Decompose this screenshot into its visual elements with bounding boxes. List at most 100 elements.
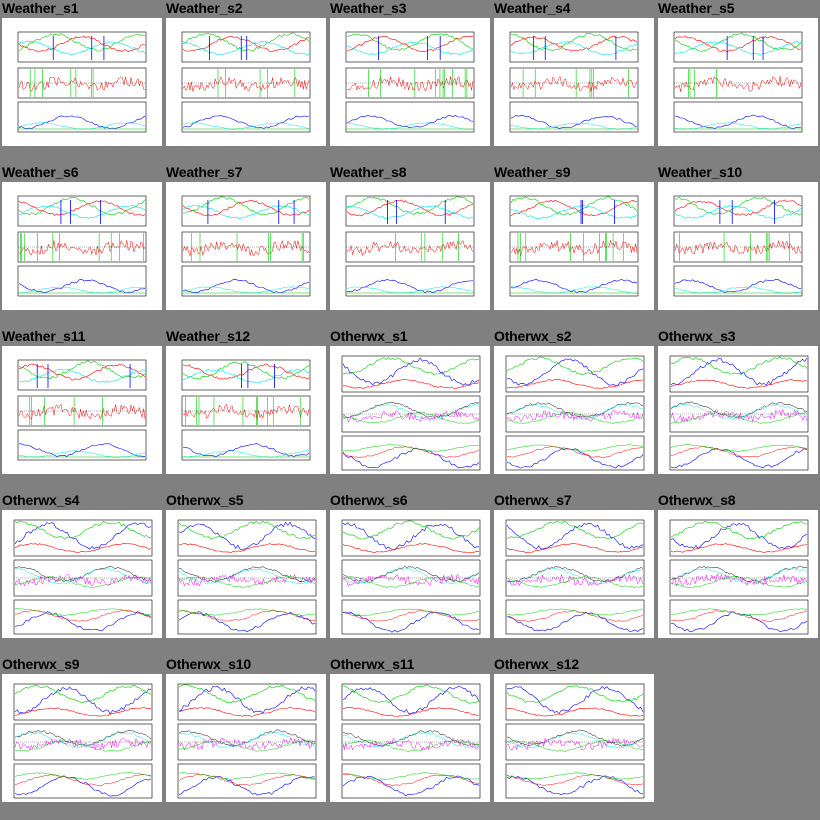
- plot-panel-frame: [345, 195, 475, 227]
- plot-thumbnail[interactable]: [658, 182, 818, 310]
- dewpoint-line: [510, 204, 638, 219]
- thumbnail-tile[interactable]: Otherwx_s10: [164, 656, 326, 818]
- plot-thumbnail[interactable]: [166, 182, 326, 310]
- pressure-curve: [342, 522, 479, 551]
- dewpoint-line: [182, 204, 310, 220]
- temperature-curve: [506, 379, 644, 389]
- plot-thumbnail[interactable]: [166, 18, 326, 146]
- humidity-curve: [506, 521, 644, 540]
- thumbnail-tile[interactable]: Otherwx_s6: [328, 492, 490, 654]
- plot-thumbnail[interactable]: [166, 510, 326, 638]
- plot-thumbnail-graphic: [13, 683, 153, 799]
- red-curve: [670, 446, 808, 458]
- thumbnail-tile[interactable]: Weather_s5: [656, 0, 818, 162]
- thumbnail-tile[interactable]: Weather_s2: [164, 0, 326, 162]
- green-curve: [14, 772, 152, 780]
- plot-thumbnail[interactable]: [494, 674, 654, 802]
- thumbnail-tile[interactable]: Otherwx_s9: [0, 656, 162, 818]
- humidity-line: [510, 196, 638, 216]
- magenta-noise: [14, 573, 152, 587]
- plot-panel-frame: [673, 265, 803, 297]
- thumbnail-tile[interactable]: Otherwx_s12: [492, 656, 654, 818]
- plot-thumbnail[interactable]: [2, 674, 162, 802]
- thumbnail-tile[interactable]: Otherwx_s2: [492, 328, 654, 490]
- blue-curve: [670, 448, 808, 469]
- thumbnail-tile[interactable]: Weather_s11: [0, 328, 162, 490]
- green-curve: [342, 740, 480, 753]
- thumbnail-tile[interactable]: Otherwx_s5: [164, 492, 326, 654]
- thumbnail-tile[interactable]: Weather_s7: [164, 164, 326, 326]
- plot-thumbnail-graphic: [13, 519, 153, 635]
- pressure-curve: [14, 522, 152, 550]
- plot-thumbnail[interactable]: [330, 510, 490, 638]
- plot-panel-frame: [341, 763, 481, 799]
- humidity-curve: [178, 520, 316, 540]
- wind-speed-line: [182, 239, 310, 257]
- plot-panel-frame: [669, 599, 809, 635]
- temperature-line: [18, 363, 146, 381]
- thumbnail-tile[interactable]: Weather_s8: [328, 164, 490, 326]
- plot-panel-frame: [13, 519, 153, 557]
- pressure-curve: [670, 358, 808, 386]
- plot-panel-frame: [17, 31, 147, 63]
- plot-thumbnail[interactable]: [166, 674, 326, 802]
- dewpoint-line: [347, 205, 474, 220]
- pressure-curve: [342, 357, 480, 386]
- thumbnail-tile[interactable]: Otherwx_s8: [656, 492, 818, 654]
- green-curve: [342, 576, 480, 588]
- humidity-curve: [506, 685, 644, 703]
- plot-thumbnail[interactable]: [330, 674, 490, 802]
- thumbnail-tile[interactable]: Weather_s4: [492, 0, 654, 162]
- tile-title: Otherwx_s9: [2, 656, 80, 672]
- plot-panel-frame: [13, 599, 153, 635]
- plot-thumbnail[interactable]: [494, 182, 654, 310]
- thumbnail-tile[interactable]: Weather_s12: [164, 328, 326, 490]
- thumbnail-tile[interactable]: Weather_s1: [0, 0, 162, 162]
- thumbnail-tile[interactable]: Weather_s9: [492, 164, 654, 326]
- dewpoint-line: [674, 40, 802, 56]
- magenta-noise: [670, 573, 808, 587]
- plot-thumbnail[interactable]: [494, 18, 654, 146]
- plot-thumbnail[interactable]: [658, 510, 818, 638]
- green-curve: [14, 608, 152, 616]
- thumbnail-tile[interactable]: Weather_s6: [0, 164, 162, 326]
- plot-thumbnail[interactable]: [2, 18, 162, 146]
- green-curve: [506, 412, 644, 424]
- plot-thumbnail[interactable]: [494, 510, 654, 638]
- plot-thumbnail[interactable]: [330, 346, 490, 474]
- magenta-noise: [506, 409, 644, 422]
- blue-curve: [178, 775, 316, 796]
- plot-thumbnail[interactable]: [2, 510, 162, 638]
- plot-panel-frame: [509, 195, 639, 227]
- tile-title: Weather_s3: [330, 0, 407, 16]
- plot-thumbnail-graphic: [177, 683, 317, 799]
- green-curve: [670, 608, 808, 615]
- thumbnail-tile[interactable]: Otherwx_s3: [656, 328, 818, 490]
- plot-panel-frame: [177, 519, 317, 557]
- thumbnail-tile[interactable]: Otherwx_s11: [328, 656, 490, 818]
- plot-thumbnail[interactable]: [494, 346, 654, 474]
- thumbnail-tile[interactable]: Otherwx_s1: [328, 328, 490, 490]
- thumbnail-tile[interactable]: Otherwx_s7: [492, 492, 654, 654]
- red-curve: [506, 774, 644, 786]
- rain-line: [18, 122, 146, 130]
- thumbnail-tile[interactable]: Weather_s3: [328, 0, 490, 162]
- plot-panel-frame: [669, 435, 809, 471]
- temperature-curve: [14, 707, 152, 717]
- plot-panel-frame: [505, 435, 645, 471]
- plot-thumbnail-graphic: [673, 31, 803, 133]
- plot-thumbnail-graphic: [505, 519, 645, 635]
- thumbnail-tile[interactable]: Otherwx_s4: [0, 492, 162, 654]
- plot-thumbnail[interactable]: [658, 346, 818, 474]
- plot-thumbnail[interactable]: [658, 18, 818, 146]
- plot-thumbnail[interactable]: [330, 18, 490, 146]
- plot-panel-frame: [341, 599, 481, 635]
- pressure-curve: [506, 522, 644, 550]
- thumbnail-tile[interactable]: Weather_s10: [656, 164, 818, 326]
- plot-thumbnail[interactable]: [330, 182, 490, 310]
- plot-thumbnail[interactable]: [2, 346, 162, 474]
- plot-thumbnail[interactable]: [2, 182, 162, 310]
- magenta-noise: [14, 737, 152, 751]
- plot-thumbnail[interactable]: [166, 346, 326, 474]
- green-curve: [506, 739, 644, 752]
